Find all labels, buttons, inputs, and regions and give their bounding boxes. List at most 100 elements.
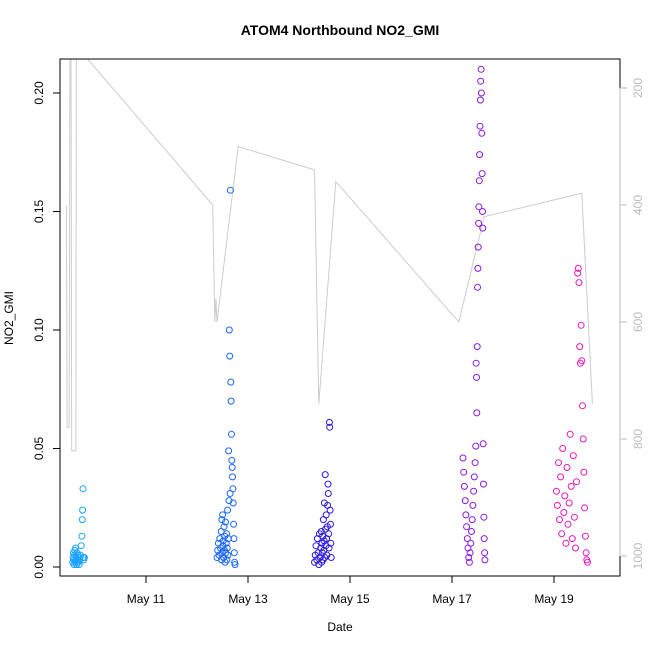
data-point (327, 554, 335, 561)
y2-tick-label: 200 (631, 78, 645, 98)
data-point (476, 151, 484, 159)
data-point (475, 219, 483, 227)
data-point (463, 523, 471, 531)
y-tick-label: 0.05 (32, 436, 46, 460)
data-point (222, 518, 229, 526)
data-point (469, 501, 477, 509)
data-point (224, 506, 232, 514)
data-point (563, 464, 571, 471)
data-point (560, 509, 568, 516)
data-point (459, 454, 467, 462)
data-point (228, 464, 236, 471)
plot-frame (59, 58, 621, 577)
data-point (559, 445, 567, 452)
data-point (574, 264, 582, 272)
y-axis-right: 200 400 600 800 1000 (619, 78, 645, 569)
y-tick-label: 0.20 (32, 81, 46, 105)
data-point (226, 352, 234, 360)
data-point (326, 506, 334, 514)
y-tick-label: 0.15 (32, 199, 46, 223)
data-point (472, 442, 480, 450)
data-point (578, 357, 586, 365)
data-point (476, 122, 484, 130)
data-point (230, 520, 238, 528)
data-point (231, 561, 239, 569)
data-point (228, 456, 236, 464)
data-point (562, 539, 570, 547)
data-point (78, 532, 86, 540)
data-point (223, 544, 231, 552)
data-point (470, 473, 478, 481)
y-tick-label: 0.10 (32, 318, 46, 342)
data-point (220, 523, 228, 531)
data-point (473, 343, 481, 351)
data-point (230, 535, 238, 543)
data-point (553, 501, 561, 509)
data-point (228, 430, 235, 438)
data-point (462, 511, 470, 519)
data-point (229, 499, 237, 507)
data-point (229, 485, 237, 493)
data-point (466, 549, 474, 557)
data-point (577, 321, 585, 329)
data-point (223, 530, 230, 538)
data-point (581, 504, 589, 512)
y-axis-left: 0.00 0.05 0.10 0.15 0.20 (32, 81, 61, 579)
data-point (472, 359, 480, 367)
data-point (229, 473, 236, 481)
x-tick-label: May 15 (330, 592, 370, 606)
data-point (556, 516, 563, 524)
data-point (480, 535, 488, 543)
data-point (573, 478, 580, 486)
data-point (479, 440, 487, 448)
data-point (584, 558, 591, 566)
data-point (78, 516, 86, 524)
data-point (575, 279, 583, 287)
data-point (218, 516, 226, 524)
data-point (468, 516, 476, 524)
pressure-trace-line (65, 58, 593, 452)
data-point (470, 487, 478, 495)
x-tick-label: May 11 (127, 592, 166, 606)
data-point (480, 513, 488, 521)
data-point (480, 480, 487, 488)
data-point (473, 373, 480, 381)
data-point (467, 539, 475, 547)
data-point (224, 551, 232, 559)
data-point (561, 492, 569, 500)
data-point (225, 326, 233, 334)
data-point (327, 520, 334, 528)
data-point (327, 539, 335, 547)
data-point (463, 535, 471, 543)
data-point (478, 129, 486, 137)
data-point (79, 506, 87, 514)
data-point (325, 418, 333, 426)
data-point (476, 96, 484, 104)
data-point (325, 544, 333, 552)
data-point (475, 177, 483, 185)
data-point (572, 544, 579, 552)
data-point (569, 452, 577, 460)
data-point (580, 468, 588, 476)
data-point (581, 532, 589, 540)
data-point (477, 89, 485, 97)
data-point (226, 186, 234, 194)
data-point (465, 558, 473, 566)
y2-tick-label: 1000 (631, 542, 645, 569)
data-point (574, 269, 582, 277)
data-point (565, 499, 573, 507)
data-point (227, 397, 235, 405)
data-point (568, 535, 576, 543)
data-point (80, 554, 88, 561)
y2-tick-label: 400 (631, 195, 645, 215)
data-point (474, 283, 481, 291)
data-point (324, 480, 332, 488)
data-point (79, 485, 87, 493)
data-point (479, 224, 487, 232)
data-point (558, 530, 566, 538)
data-point (478, 170, 486, 178)
chart-title: ATOM4 Northbound NO2_GMI (241, 22, 440, 38)
data-point (582, 549, 590, 557)
data-point (566, 430, 574, 438)
